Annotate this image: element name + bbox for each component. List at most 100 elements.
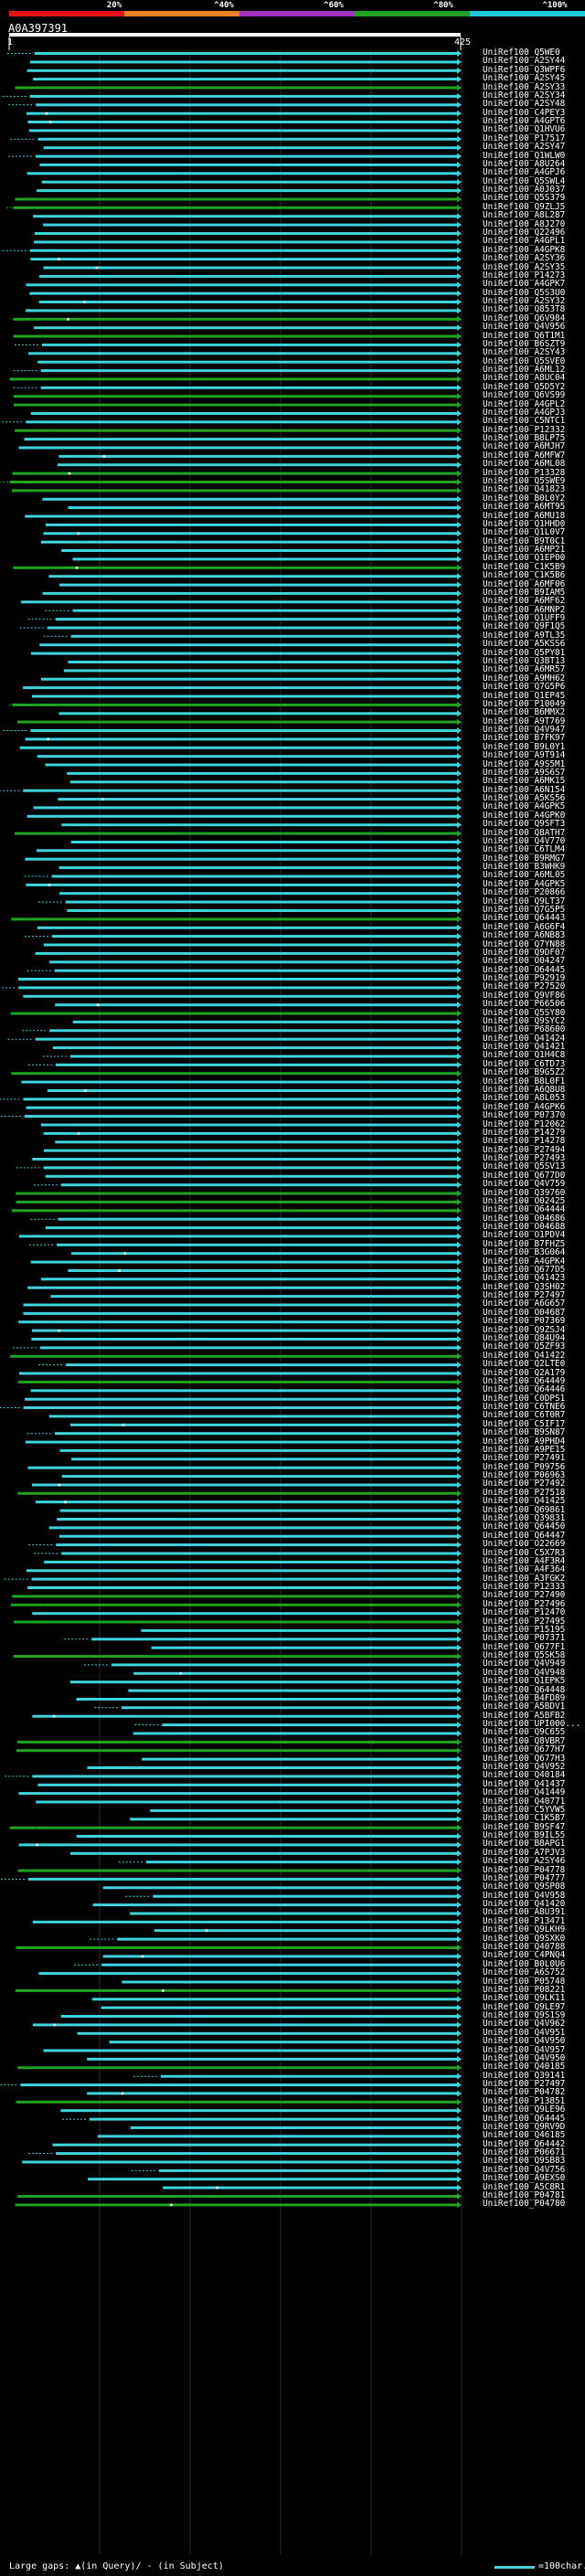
hit-label[interactable]: UniRef100_Q1HHD0	[483, 518, 566, 529]
hit-label[interactable]: UniRef100_C5NTC1	[483, 416, 566, 427]
hit-label[interactable]: UniRef100_Q9LK11	[483, 1993, 566, 2004]
hit-label[interactable]: UniRef100_B9T0C1	[483, 535, 566, 546]
hit-label[interactable]: UniRef100_Q64446	[483, 1384, 566, 1395]
hit-label[interactable]: UniRef100_A9S5M1	[483, 758, 566, 769]
hit-label[interactable]: UniRef100_Q4V770	[483, 835, 566, 846]
hit-label[interactable]: UniRef100_Q8ATH7	[483, 827, 566, 838]
hit-label[interactable]: UniRef100_A5KS56	[483, 793, 566, 804]
hit-label[interactable]: UniRef100_Q4V950	[483, 2052, 566, 2063]
hit-label[interactable]: UniRef100_A4GPK5	[483, 878, 566, 889]
hit-label[interactable]: UniRef100_Q3BT13	[483, 655, 566, 666]
hit-label[interactable]: UniRef100_Q4V956	[483, 322, 566, 333]
hit-label[interactable]: UniRef100_A8U391	[483, 1907, 566, 1918]
hit-label[interactable]: UniRef100_B7FHZ5	[483, 1238, 566, 1249]
hit-label[interactable]: UniRef100_A2SY32	[483, 296, 566, 307]
hit-label[interactable]: UniRef100_Q1UFF9	[483, 613, 566, 624]
hit-label[interactable]: UniRef100_Q4V962	[483, 2019, 566, 2030]
hit-label[interactable]: UniRef100_Q5S379	[483, 193, 566, 204]
hit-label[interactable]: UniRef100_Q9ZLJ5	[483, 201, 566, 212]
hit-label[interactable]: UniRef100_A4GPK5	[483, 801, 566, 812]
hit-label[interactable]: UniRef100_A5C8R1	[483, 2181, 566, 2192]
hit-label[interactable]: UniRef100_Q5SWL4	[483, 175, 566, 186]
hit-label[interactable]: UniRef100_Q2A179	[483, 1367, 566, 1378]
hit-label[interactable]: UniRef100_A2SY34	[483, 90, 566, 101]
hit-label[interactable]: UniRef100_Q4V947	[483, 725, 566, 736]
hit-label[interactable]: UniRef100_C1K5B9	[483, 561, 566, 572]
hit-label[interactable]: UniRef100_C5IF17	[483, 1418, 566, 1429]
hit-label[interactable]: UniRef100_Q9LE97	[483, 2001, 566, 2012]
hit-label[interactable]: UniRef100_O04247	[483, 956, 566, 967]
hit-label[interactable]: UniRef100_Q853T8	[483, 304, 566, 315]
hit-label[interactable]: UniRef100_A5BDV1	[483, 1701, 566, 1712]
hit-label[interactable]: UniRef100_Q9LKH9	[483, 1924, 566, 1935]
hit-label[interactable]: UniRef100_Q6VS99	[483, 390, 566, 401]
hit-label[interactable]: UniRef100_A4GPJ6	[483, 167, 566, 178]
hit-label[interactable]: UniRef100_P06963	[483, 1470, 566, 1481]
hit-label[interactable]: UniRef100_P20866	[483, 887, 566, 898]
hit-label[interactable]: UniRef100_Q41420	[483, 1899, 566, 1910]
hit-label[interactable]: UniRef100_Q1H4C8	[483, 1050, 566, 1061]
hit-label[interactable]: UniRef100_P07369	[483, 1316, 566, 1327]
hit-label[interactable]: UniRef100_B8LP75	[483, 433, 566, 444]
hit-label[interactable]: UniRef100_B9SF47	[483, 1821, 566, 1832]
hit-label[interactable]: UniRef100_Q40788	[483, 1941, 566, 1952]
hit-label[interactable]: UniRef100_P27518	[483, 1487, 566, 1498]
hit-label[interactable]: UniRef100_A6MK15	[483, 776, 566, 787]
hit-label[interactable]: UniRef100_Q1HVU6	[483, 124, 566, 135]
hit-label[interactable]: UniRef100_A2SY47	[483, 142, 566, 153]
hit-label[interactable]: UniRef100_Q40771	[483, 1796, 566, 1807]
hit-label[interactable]: UniRef100_Q84U94	[483, 1333, 566, 1343]
hit-label[interactable]: UniRef100_Q9SB83	[483, 2156, 566, 2167]
hit-label[interactable]: UniRef100_Q677H3	[483, 1753, 566, 1764]
hit-label[interactable]: UniRef100_Q41823	[483, 484, 566, 495]
hit-label[interactable]: UniRef100_Q64444	[483, 1204, 566, 1215]
hit-label[interactable]: UniRef100_Q64448	[483, 1684, 566, 1695]
hit-label[interactable]: UniRef100_A6NB83	[483, 930, 566, 941]
hit-label[interactable]: UniRef100_B9IL55	[483, 1830, 566, 1841]
hit-label[interactable]: UniRef100_P12470	[483, 1607, 566, 1618]
hit-label[interactable]: UniRef100_P07371	[483, 1633, 566, 1644]
hit-label[interactable]: UniRef100_P12332	[483, 424, 566, 435]
hit-label[interactable]: UniRef100_Q64442	[483, 2138, 566, 2149]
hit-label[interactable]: UniRef100_Q1EP45	[483, 690, 566, 701]
hit-label[interactable]: UniRef100_A2SY35	[483, 261, 566, 272]
hit-label[interactable]: UniRef100_P27497	[483, 2079, 566, 2090]
hit-label[interactable]: UniRef100_A7PJV3	[483, 1847, 566, 1858]
hit-label[interactable]: UniRef100_Q9ZSJ4	[483, 1324, 566, 1335]
hit-label[interactable]: UniRef100_C0DPS1	[483, 1393, 566, 1404]
hit-label[interactable]: UniRef100_Q5SVE0	[483, 355, 566, 366]
hit-label[interactable]: UniRef100_Q4V951	[483, 2027, 566, 2038]
hit-label[interactable]: UniRef100_P27495	[483, 1616, 566, 1627]
hit-label[interactable]: UniRef100_O64445	[483, 964, 566, 975]
hit-label[interactable]: UniRef100_A5BFB2	[483, 1710, 566, 1721]
hit-label[interactable]: UniRef100_Q1EPK5	[483, 1676, 566, 1687]
hit-label[interactable]: UniRef100_P09756	[483, 1461, 566, 1472]
hit-label[interactable]: UniRef100_Q7G5P5	[483, 905, 566, 915]
hit-label[interactable]: UniRef100_A6MT95	[483, 502, 566, 513]
hit-label[interactable]: UniRef100_A8UC04	[483, 373, 566, 384]
hit-label[interactable]: UniRef100_Q9SXK0	[483, 1933, 566, 1944]
hit-label[interactable]: UniRef100_B8L0F1	[483, 1076, 566, 1087]
hit-label[interactable]: UniRef100_Q39760	[483, 1187, 566, 1198]
hit-label[interactable]: UniRef100_Q6V984	[483, 313, 566, 323]
hit-label[interactable]: UniRef100_C6TNE6	[483, 1402, 566, 1413]
hit-label[interactable]: UniRef100_P27496	[483, 1598, 566, 1609]
hit-label[interactable]: UniRef100_Q2LTE0	[483, 1359, 566, 1370]
hit-label[interactable]: UniRef100_Q9DF07	[483, 947, 566, 958]
hit-label[interactable]: UniRef100_A6ML08	[483, 459, 566, 470]
hit-label[interactable]: UniRef100_A6S752	[483, 1967, 566, 1978]
hit-label[interactable]: UniRef100_B9G5Z2	[483, 1067, 566, 1078]
hit-label[interactable]: UniRef100_O02425	[483, 1195, 566, 1206]
hit-label[interactable]: UniRef100_Q41422	[483, 1350, 566, 1361]
hit-label[interactable]: UniRef100_C4PEY3	[483, 107, 566, 118]
hit-label[interactable]: UniRef100_Q8VBR7	[483, 1735, 566, 1746]
hit-label[interactable]: UniRef100_A8J270	[483, 218, 566, 229]
hit-label[interactable]: UniRef100_A2SY33	[483, 81, 566, 92]
hit-label[interactable]: UniRef100_P17517	[483, 133, 566, 143]
hit-label[interactable]: UniRef100_Q39141	[483, 2070, 566, 2081]
hit-label[interactable]: UniRef100_P05748	[483, 1976, 566, 1987]
hit-label[interactable]: UniRef100_A6MFW7	[483, 450, 566, 461]
hit-label[interactable]: UniRef100_A0J037	[483, 185, 566, 196]
hit-label[interactable]: UniRef100_Q5SWE9	[483, 476, 566, 486]
hit-label[interactable]: UniRef100_Q7YN88	[483, 938, 566, 949]
